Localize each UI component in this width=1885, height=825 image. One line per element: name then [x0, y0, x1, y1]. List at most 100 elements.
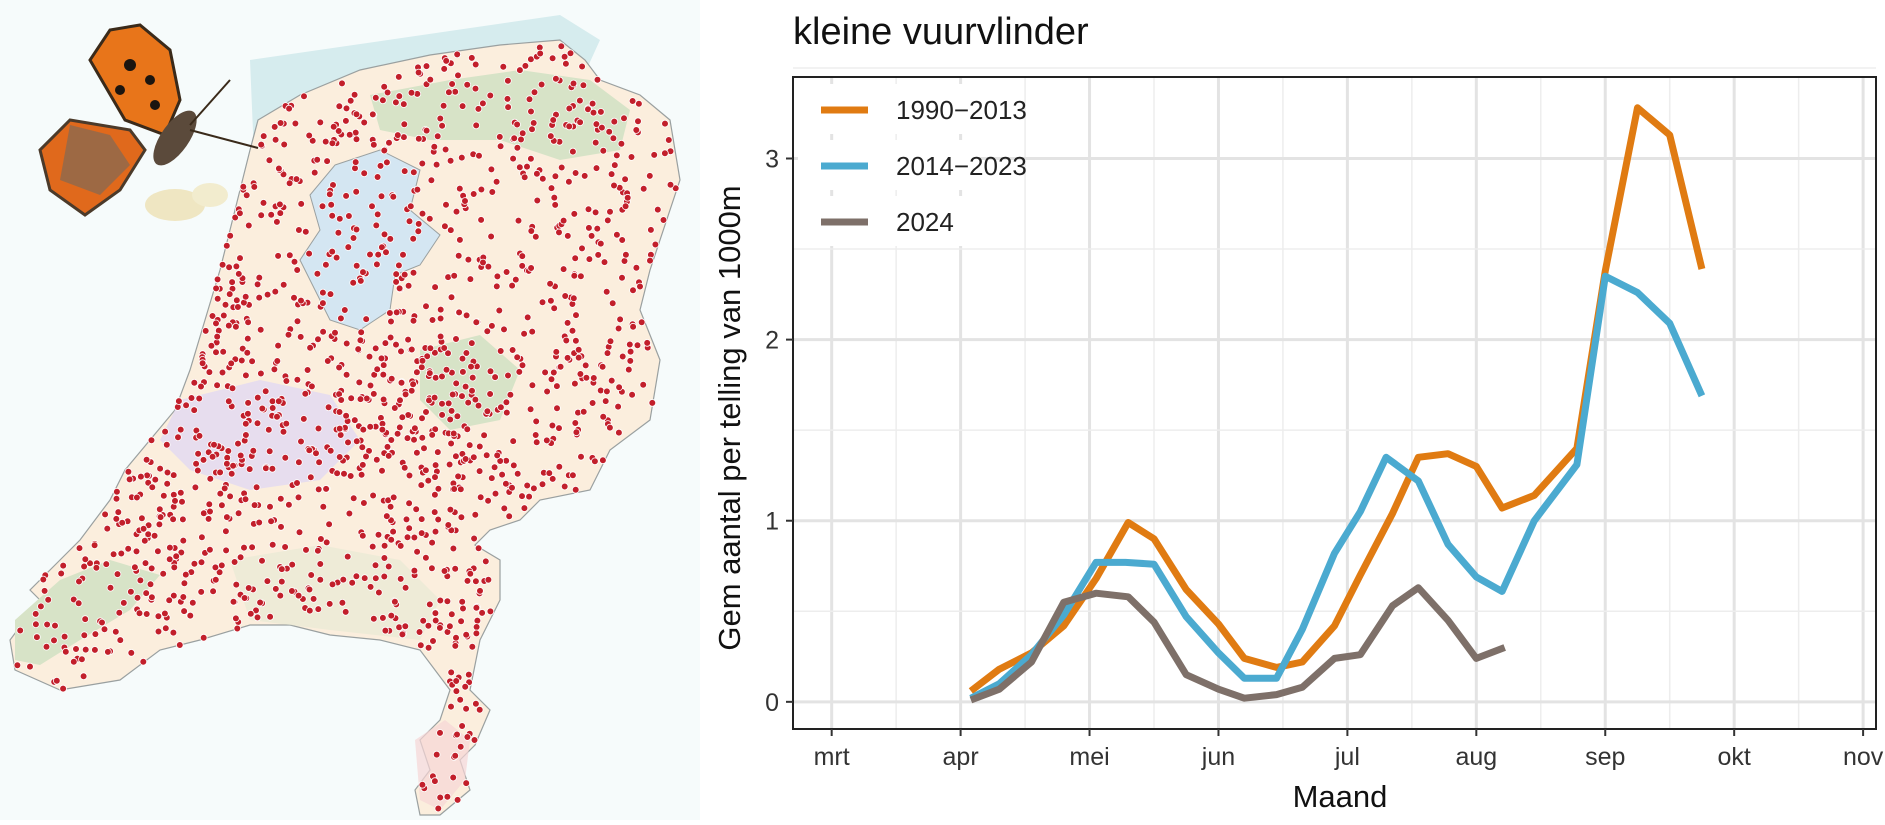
wing-spot [124, 59, 136, 71]
observation-dot [543, 387, 551, 396]
observation-dot [104, 648, 112, 656]
observation-dot [513, 469, 522, 478]
observation-dot [281, 453, 290, 462]
observation-dot [472, 623, 481, 631]
observation-dot [293, 479, 301, 487]
observation-dot [312, 449, 320, 458]
observation-dot [338, 79, 346, 88]
observation-dot [365, 352, 374, 361]
observation-dot [379, 370, 388, 379]
observation-dot [358, 531, 367, 540]
observation-dot [547, 296, 555, 305]
observation-dot [220, 484, 229, 493]
observation-dot [136, 576, 145, 585]
observation-dot [277, 577, 286, 586]
observation-dot [556, 362, 565, 371]
observation-dot [406, 202, 415, 211]
observation-dot [526, 405, 535, 414]
observation-dot [409, 380, 417, 389]
observation-dot [314, 335, 322, 344]
observation-dot [431, 473, 439, 481]
observation-dot [456, 742, 465, 751]
observation-dot [454, 472, 462, 481]
observation-dot [369, 141, 378, 149]
observation-dot [271, 585, 280, 593]
observation-dot [436, 114, 445, 123]
observation-dot [428, 538, 436, 547]
observation-dot [430, 393, 439, 402]
observation-dot [252, 483, 261, 492]
observation-dot [420, 444, 428, 453]
observation-dot [484, 575, 493, 584]
observation-dot [451, 564, 460, 573]
observation-dot [457, 513, 466, 521]
observation-dot [345, 509, 354, 518]
observation-dot [227, 359, 236, 368]
observation-dot [409, 168, 418, 177]
observation-dot [369, 390, 378, 398]
observation-dot [504, 103, 512, 111]
observation-dot [476, 587, 484, 595]
observation-dot [373, 210, 382, 219]
observation-dot [244, 584, 253, 592]
observation-dot [59, 684, 67, 693]
observation-dot [342, 192, 350, 200]
observation-dot [215, 568, 224, 576]
observation-dot [314, 546, 322, 555]
observation-dot [91, 646, 99, 654]
observation-dot [444, 399, 453, 408]
observation-dot [307, 571, 316, 579]
observation-dot [471, 60, 480, 69]
observation-dot [253, 393, 262, 402]
observation-dot [397, 347, 405, 356]
observation-dot [386, 235, 395, 243]
observation-dot [180, 607, 188, 615]
observation-dot [436, 332, 445, 341]
observation-dot [228, 278, 236, 286]
observation-dot [334, 127, 343, 135]
observation-dot [449, 429, 458, 438]
observation-dot [603, 216, 612, 225]
observation-dot [456, 695, 465, 704]
observation-dot [422, 408, 430, 416]
observation-dot [487, 232, 495, 241]
x-tick-label: okt [1717, 743, 1750, 771]
observation-dot [502, 268, 511, 276]
observation-dot [597, 108, 605, 116]
observation-dot [310, 168, 319, 177]
observation-dot [417, 481, 426, 489]
observation-dot [295, 458, 303, 467]
observation-dot [548, 54, 557, 62]
observation-dot [235, 270, 243, 278]
observation-dot [468, 373, 477, 382]
urban-randstad [160, 380, 360, 490]
observation-dot [169, 515, 177, 523]
x-tick-label: apr [943, 743, 979, 771]
observation-dot [255, 273, 264, 282]
observation-dot [395, 92, 404, 100]
observation-dot [356, 277, 365, 285]
observation-dot [511, 275, 520, 284]
observation-dot [427, 176, 436, 185]
observation-dot [244, 334, 252, 343]
observation-dot [250, 501, 259, 509]
observation-dot [557, 163, 566, 172]
observation-dot [282, 419, 291, 428]
observation-dot [190, 378, 199, 387]
observation-dot [650, 151, 658, 159]
observation-dot [527, 155, 535, 163]
observation-dot [434, 484, 443, 493]
observation-dot [571, 485, 580, 494]
observation-dot [446, 415, 455, 424]
observation-dot [464, 398, 473, 407]
observation-dot [429, 637, 437, 645]
observation-dot [432, 160, 441, 169]
observation-dot [313, 155, 322, 164]
observation-dot [227, 469, 236, 478]
observation-dot [610, 161, 619, 169]
observation-dot [327, 201, 336, 209]
observation-dot [220, 311, 228, 320]
observation-dot [603, 349, 612, 357]
observation-dot [562, 59, 570, 68]
observation-dot [434, 515, 443, 524]
